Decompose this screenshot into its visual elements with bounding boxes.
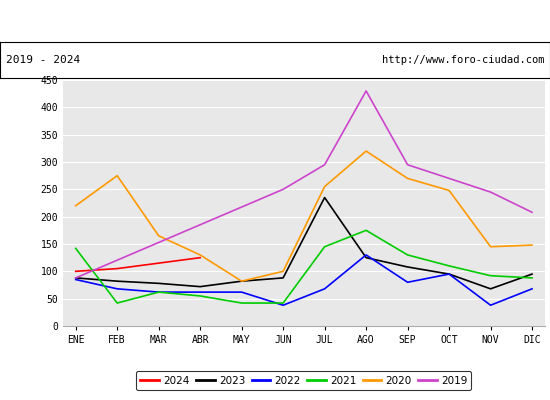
Legend: 2024, 2023, 2022, 2021, 2020, 2019: 2024, 2023, 2022, 2021, 2020, 2019 <box>136 371 471 390</box>
Text: http://www.foro-ciudad.com: http://www.foro-ciudad.com <box>382 55 544 65</box>
Text: 2019 - 2024: 2019 - 2024 <box>6 55 80 65</box>
Text: Evolucion Nº Turistas Extranjeros en el municipio de Bullas: Evolucion Nº Turistas Extranjeros en el … <box>39 14 511 28</box>
